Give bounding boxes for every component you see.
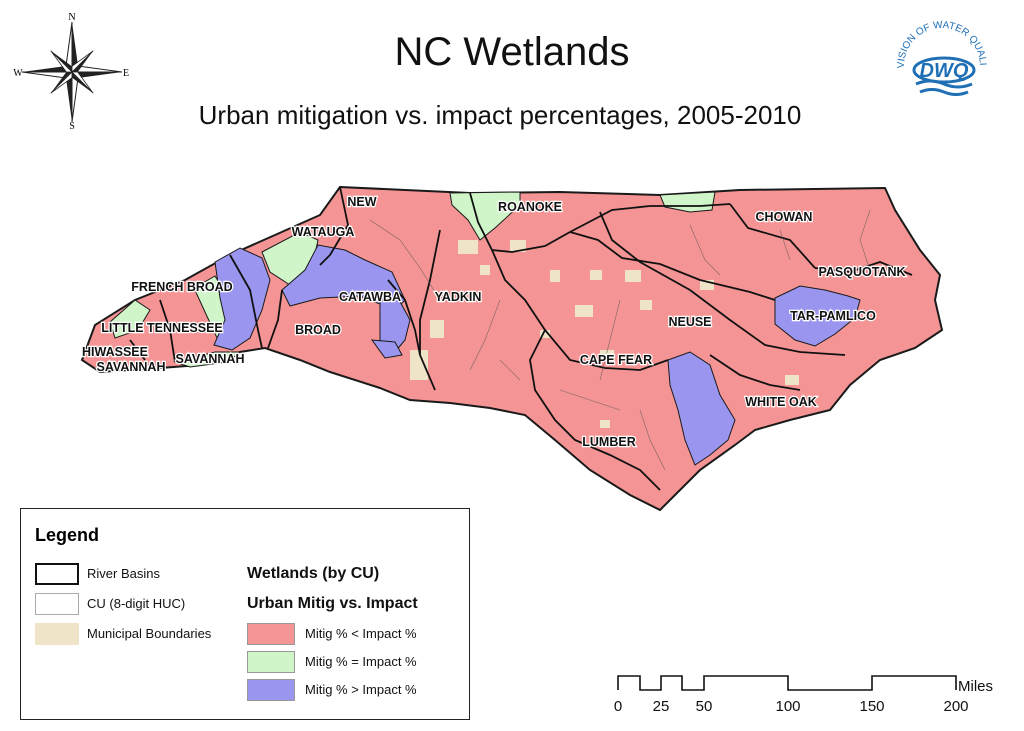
- scale-unit: Miles: [958, 678, 993, 695]
- label-river-basins: River Basins: [87, 566, 160, 581]
- label-new: NEW: [347, 195, 376, 209]
- compass-w: W: [13, 68, 23, 79]
- cu-catawba-upper: [281, 244, 406, 311]
- municipal-areas: [410, 240, 799, 428]
- label-greater: Mitig % > Impact %: [305, 682, 417, 697]
- swatch-municipal: [35, 623, 79, 645]
- label-cu: CU (8-digit HUC): [87, 596, 186, 611]
- cu-cape-fear-lower: [667, 351, 736, 466]
- scale-bar: Miles 0 25 50 100 150 200: [614, 675, 993, 715]
- label-pasquotank: PASQUOTANK: [818, 265, 905, 279]
- label-municipal: Municipal Boundaries: [87, 626, 212, 641]
- label-savannah-b: SAVANNAH: [97, 360, 166, 374]
- scale-tick-100: 100: [775, 698, 800, 715]
- compass-e: E: [123, 68, 129, 79]
- swatch-less: [247, 623, 295, 645]
- swatch-cu: [35, 593, 79, 615]
- label-less: Mitig % < Impact %: [305, 626, 417, 641]
- label-white-oak: WHITE OAK: [745, 395, 817, 409]
- label-hiwassee: HIWASSEE: [82, 345, 148, 359]
- label-little-tennessee: LITTLE TENNESSEE: [101, 321, 223, 335]
- cu-lines: [369, 209, 871, 471]
- label-french-broad: FRENCH BROAD: [131, 280, 232, 294]
- scale-tick-25: 25: [653, 698, 670, 715]
- river-basin-lines: [129, 186, 913, 491]
- label-watauga: WATAUGA: [292, 225, 355, 239]
- map-subtitle: Urban mitigation vs. impact percentages,…: [198, 100, 802, 130]
- label-lumber: LUMBER: [582, 435, 635, 449]
- dwq-logo: DIVISION OF WATER QUALITY DWQ: [892, 8, 988, 96]
- cu-little-tennessee: [109, 299, 151, 339]
- label-neuse: NEUSE: [668, 315, 711, 329]
- label-equal: Mitig % = Impact %: [305, 654, 417, 669]
- scale-tick-0: 0: [614, 698, 622, 715]
- label-roanoke: ROANOKE: [498, 200, 562, 214]
- logo-abbr: DWQ: [920, 60, 969, 82]
- state-outline: [80, 185, 944, 512]
- cu-catawba-lower: [379, 297, 411, 353]
- cu-tar-pamlico: [774, 285, 861, 347]
- swatch-greater: [247, 679, 295, 701]
- label-broad: BROAD: [295, 323, 341, 337]
- label-catawba: CATAWBA: [339, 290, 401, 304]
- compass-s: S: [69, 121, 75, 130]
- legend-wetlands-heading: Wetlands (by CU): [247, 565, 380, 582]
- scale-tick-50: 50: [696, 698, 713, 715]
- label-savannah-a: SAVANNAH: [176, 352, 245, 366]
- label-cape-fear: CAPE FEAR: [580, 353, 652, 367]
- compass-n: N: [68, 12, 75, 23]
- cu-roanoke-east: [659, 191, 716, 213]
- legend-title: Legend: [35, 525, 100, 545]
- cu-french-broad: [213, 247, 271, 351]
- legend-box: Legend River Basins CU (8-digit HUC) Mun…: [20, 508, 470, 720]
- swatch-equal: [247, 651, 295, 673]
- cu-savannah: [173, 351, 242, 368]
- nc-map: NEW ROANOKE CHOWAN WATAUGA PASQUOTANK FR…: [80, 185, 944, 512]
- swatch-river-basins: [35, 563, 79, 585]
- map-title: NC Wetlands: [394, 30, 630, 74]
- legend-urban-heading: Urban Mitig vs. Impact: [247, 595, 418, 612]
- label-chowan: CHOWAN: [756, 210, 813, 224]
- label-tar-pamlico: TAR-PAMLICO: [790, 309, 876, 323]
- cu-roanoke-north: [449, 191, 521, 241]
- basin-labels: NEW ROANOKE CHOWAN WATAUGA PASQUOTANK FR…: [81, 194, 907, 450]
- scale-tick-200: 200: [943, 698, 968, 715]
- label-yadkin: YADKIN: [435, 290, 482, 304]
- compass-rose-icon: N S E W: [13, 12, 129, 130]
- scale-tick-150: 150: [859, 698, 884, 715]
- cu-catawba-south: [370, 339, 403, 359]
